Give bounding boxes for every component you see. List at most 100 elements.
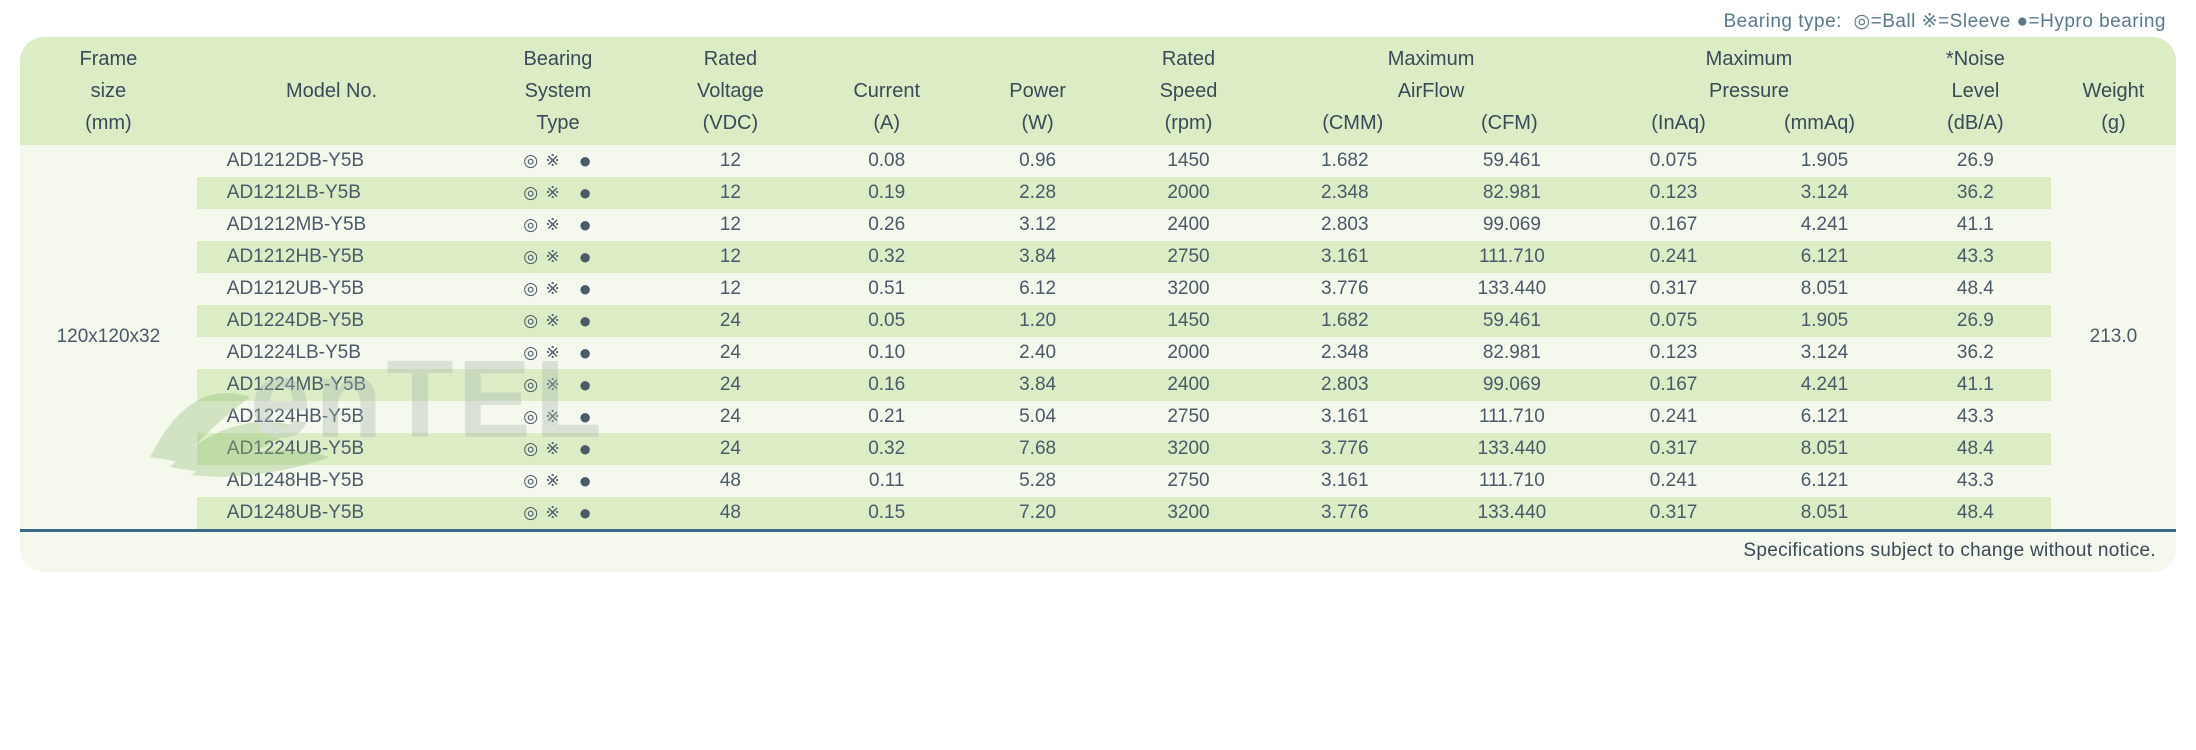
cmm-cell: 3.161 xyxy=(1264,241,1426,273)
bearing-cell: ◎※ ● xyxy=(466,177,649,209)
cfm-cell: 59.461 xyxy=(1426,145,1598,177)
legend-hypro-sym: ● xyxy=(2017,11,2029,32)
noise-cell: 26.9 xyxy=(1900,145,2051,177)
cfm-cell: 111.710 xyxy=(1426,241,1598,273)
speed-cell: 1450 xyxy=(1113,305,1264,337)
bearing-cell: ◎※ ● xyxy=(466,145,649,177)
frame-size-cell: 120x120x32 xyxy=(20,145,197,529)
cmm-cell: 3.776 xyxy=(1264,497,1426,529)
mmaq-cell: 3.124 xyxy=(1749,337,1900,369)
cfm-cell: 59.461 xyxy=(1426,305,1598,337)
cfm-cell: 133.440 xyxy=(1426,497,1598,529)
ball-icon: ◎ xyxy=(520,439,542,459)
header-current-l1: Current xyxy=(853,80,920,102)
speed-cell: 2750 xyxy=(1113,401,1264,433)
sleeve-icon: ※ xyxy=(542,151,564,171)
model-cell: AD1248UB-Y5B xyxy=(197,497,467,529)
speed-cell: 2750 xyxy=(1113,241,1264,273)
model-cell: AD1224LB-Y5B xyxy=(197,337,467,369)
table-row: AD1248HB-Y5B◎※ ●480.115.2827503.161111.7… xyxy=(20,465,2176,497)
current-cell: 0.32 xyxy=(811,241,962,273)
current-cell: 0.11 xyxy=(811,465,962,497)
header-voltage-l2: Voltage xyxy=(697,80,764,102)
header-pressure-l1: Maximum xyxy=(1706,48,1793,70)
voltage-cell: 24 xyxy=(650,401,812,433)
inaq-cell: 0.317 xyxy=(1598,433,1749,465)
noise-cell: 41.1 xyxy=(1900,369,2051,401)
power-cell: 5.04 xyxy=(962,401,1113,433)
sleeve-icon: ※ xyxy=(542,247,564,267)
ball-icon: ◎ xyxy=(520,247,542,267)
cfm-cell: 111.710 xyxy=(1426,465,1598,497)
header-airflow-cfm: (CFM) xyxy=(1431,107,1588,139)
sleeve-icon: ※ xyxy=(542,215,564,235)
header-airflow: Maximum AirFlow (CMM)(CFM) xyxy=(1264,37,1598,145)
voltage-cell: 24 xyxy=(650,369,812,401)
model-cell: AD1212MB-Y5B xyxy=(197,209,467,241)
mmaq-cell: 6.121 xyxy=(1749,465,1900,497)
noise-cell: 43.3 xyxy=(1900,465,2051,497)
noise-cell: 48.4 xyxy=(1900,497,2051,529)
header-bearing-l3: Type xyxy=(536,112,579,134)
table-row: AD1248UB-Y5B◎※ ●480.157.2032003.776133.4… xyxy=(20,497,2176,529)
cmm-cell: 3.776 xyxy=(1264,433,1426,465)
sleeve-icon: ※ xyxy=(542,343,564,363)
current-cell: 0.26 xyxy=(811,209,962,241)
noise-cell: 36.2 xyxy=(1900,337,2051,369)
header-pressure-inaq: (InAq) xyxy=(1608,107,1749,139)
voltage-cell: 48 xyxy=(650,497,812,529)
header-current-l2: (A) xyxy=(873,112,900,134)
ball-icon: ◎ xyxy=(520,343,542,363)
legend-ball-sym: ◎ xyxy=(1854,11,1871,32)
sleeve-icon: ※ xyxy=(542,503,564,523)
sleeve-icon: ※ xyxy=(542,279,564,299)
cfm-cell: 133.440 xyxy=(1426,433,1598,465)
header-airflow-l1: Maximum xyxy=(1388,48,1475,70)
header-voltage-l1: Rated xyxy=(704,48,757,70)
legend-hypro-txt: =Hypro bearing xyxy=(2029,11,2166,32)
inaq-cell: 0.123 xyxy=(1598,177,1749,209)
cmm-cell: 2.803 xyxy=(1264,369,1426,401)
noise-cell: 41.1 xyxy=(1900,209,2051,241)
header-pressure-l2: Pressure xyxy=(1709,80,1789,102)
bearing-cell: ◎※ ● xyxy=(466,273,649,305)
header-pressure: Maximum Pressure (InAq)(mmAq) xyxy=(1598,37,1900,145)
inaq-cell: 0.317 xyxy=(1598,497,1749,529)
legend-ball-txt: =Ball xyxy=(1871,11,1916,32)
voltage-cell: 12 xyxy=(650,209,812,241)
noise-cell: 43.3 xyxy=(1900,401,2051,433)
header-noise: *Noise Level (dB/A) xyxy=(1900,37,2051,145)
mmaq-cell: 1.905 xyxy=(1749,305,1900,337)
cfm-cell: 82.981 xyxy=(1426,177,1598,209)
current-cell: 0.15 xyxy=(811,497,962,529)
mmaq-cell: 4.241 xyxy=(1749,209,1900,241)
power-cell: 7.20 xyxy=(962,497,1113,529)
power-cell: 7.68 xyxy=(962,433,1113,465)
mmaq-cell: 6.121 xyxy=(1749,401,1900,433)
header-power-l1: Power xyxy=(1009,80,1066,102)
table-row: AD1224MB-Y5B◎※ ●240.163.8424002.80399.06… xyxy=(20,369,2176,401)
cmm-cell: 2.348 xyxy=(1264,337,1426,369)
voltage-cell: 24 xyxy=(650,337,812,369)
voltage-cell: 12 xyxy=(650,177,812,209)
table-row: AD1224HB-Y5B◎※ ●240.215.0427503.161111.7… xyxy=(20,401,2176,433)
header-frame-l1: Frame xyxy=(79,48,137,70)
bearing-cell: ◎※ ● xyxy=(466,305,649,337)
sleeve-icon: ※ xyxy=(542,311,564,331)
bearing-cell: ◎※ ● xyxy=(466,241,649,273)
bearing-cell: ◎※ ● xyxy=(466,497,649,529)
power-cell: 6.12 xyxy=(962,273,1113,305)
power-cell: 3.12 xyxy=(962,209,1113,241)
power-cell: 1.20 xyxy=(962,305,1113,337)
sleeve-icon: ※ xyxy=(542,183,564,203)
sleeve-icon: ※ xyxy=(542,407,564,427)
power-cell: 5.28 xyxy=(962,465,1113,497)
mmaq-cell: 8.051 xyxy=(1749,433,1900,465)
inaq-cell: 0.123 xyxy=(1598,337,1749,369)
model-cell: AD1212LB-Y5B xyxy=(197,177,467,209)
header-weight-l1: Weight xyxy=(2082,80,2144,102)
cfm-cell: 99.069 xyxy=(1426,369,1598,401)
table-row: AD1224UB-Y5B◎※ ●240.327.6832003.776133.4… xyxy=(20,433,2176,465)
sleeve-icon: ※ xyxy=(542,375,564,395)
inaq-cell: 0.241 xyxy=(1598,241,1749,273)
